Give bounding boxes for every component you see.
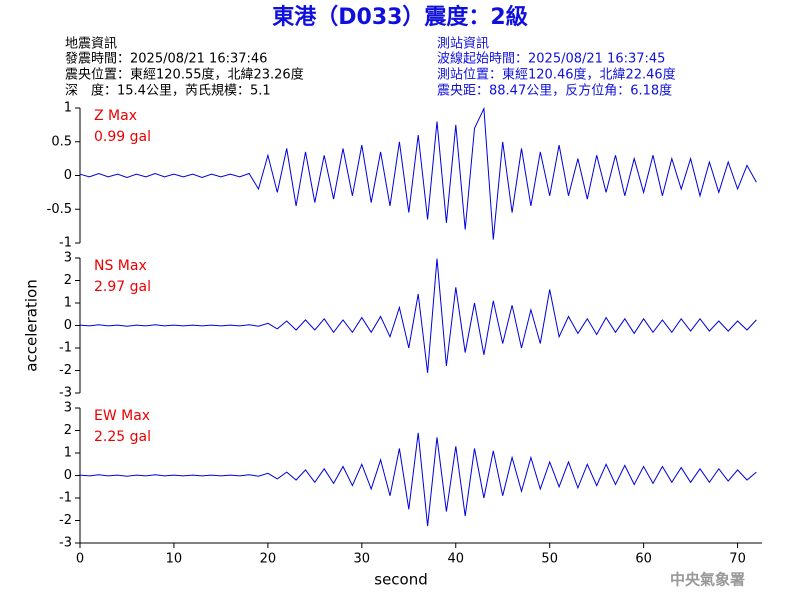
title: 東港（D033）震度：2級 xyxy=(272,4,528,30)
waveform xyxy=(79,258,757,373)
y-tick-label: 0 xyxy=(64,168,72,183)
y-tick-label: 1 xyxy=(64,446,72,461)
x-tick-label: 20 xyxy=(260,552,277,567)
x-axis-label: second xyxy=(374,571,428,589)
y-tick-label: -1 xyxy=(59,491,72,506)
x-tick-label: 40 xyxy=(447,552,464,567)
info-right: 波線起始時間：2025/08/21 16:37:45 xyxy=(437,51,665,67)
x-tick-label: 30 xyxy=(354,552,371,567)
y-tick-label: -1 xyxy=(59,341,72,356)
y-tick-label: 1 xyxy=(64,101,72,116)
max-label: 0.99 gal xyxy=(94,129,151,145)
max-label: EW Max xyxy=(94,408,150,424)
info-left: 震央位置：東經120.55度，北緯23.26度 xyxy=(65,67,304,83)
y-tick-label: 2 xyxy=(64,423,72,438)
y-tick-label: 0 xyxy=(64,318,72,333)
y-tick-label: -1 xyxy=(59,236,72,251)
waveform xyxy=(79,432,757,527)
y-tick-label: 0.5 xyxy=(51,134,72,149)
x-tick-label: 0 xyxy=(76,552,84,567)
max-label: 2.97 gal xyxy=(94,279,151,295)
info-right: 測站資訊 xyxy=(437,37,489,52)
y-tick-label: -0.5 xyxy=(47,202,72,217)
info-left: 發震時間：2025/08/21 16:37:46 xyxy=(65,52,267,67)
info-left: 深 度：15.4公里，芮氏規模：5.1 xyxy=(65,83,271,99)
info-right: 震央距：88.47公里，反方位角：6.18度 xyxy=(437,83,672,99)
x-tick-label: 50 xyxy=(541,552,558,567)
footer: 中央氣象署 xyxy=(670,571,745,589)
y-axis-label: acceleration xyxy=(23,279,41,371)
y-tick-label: -2 xyxy=(59,363,72,378)
y-tick-label: -3 xyxy=(59,386,72,401)
info-right: 測站位置：東經120.46度，北緯22.46度 xyxy=(437,67,676,83)
x-tick-label: 60 xyxy=(635,552,652,567)
y-tick-label: -2 xyxy=(59,513,72,528)
x-tick-label: 70 xyxy=(729,552,746,567)
y-tick-label: 2 xyxy=(64,273,72,288)
y-tick-label: 0 xyxy=(64,468,72,483)
y-tick-label: 1 xyxy=(64,296,72,311)
max-label: 2.25 gal xyxy=(94,429,151,445)
waveform xyxy=(79,106,757,240)
max-label: NS Max xyxy=(94,258,147,274)
y-tick-label: 3 xyxy=(64,251,72,266)
x-tick-label: 10 xyxy=(166,552,183,567)
info-left: 地震資訊 xyxy=(65,37,117,52)
max-label: Z Max xyxy=(94,108,137,124)
y-tick-label: 3 xyxy=(64,401,72,416)
y-tick-label: -3 xyxy=(59,536,72,551)
